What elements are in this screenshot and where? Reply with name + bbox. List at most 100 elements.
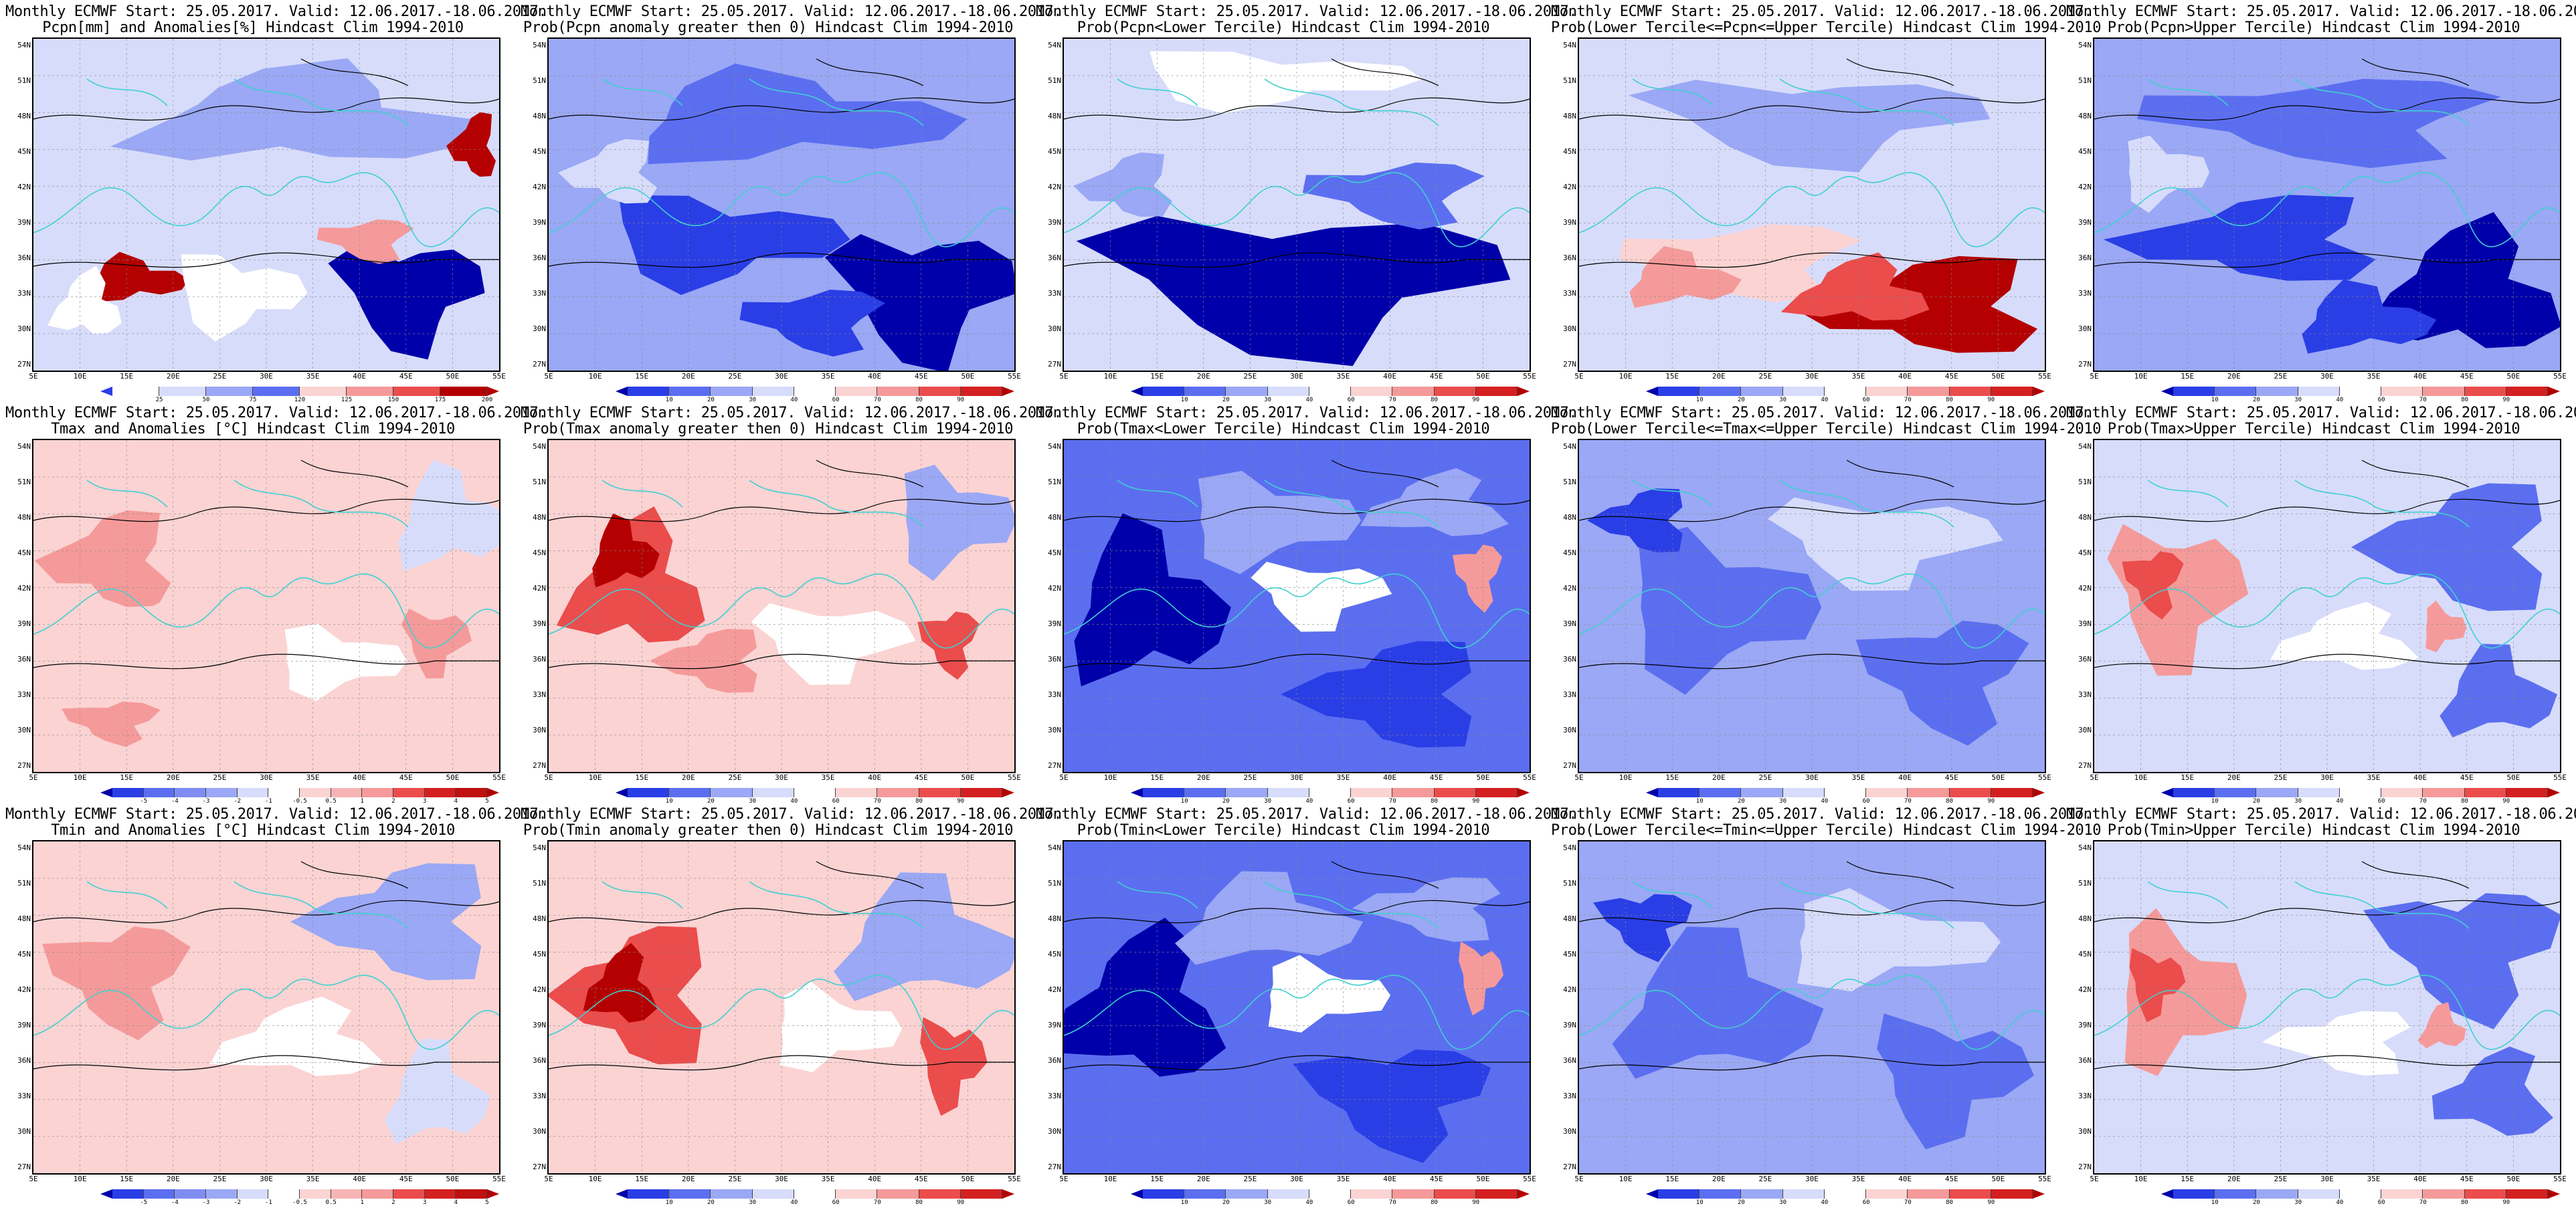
longitude-label: 45E: [914, 372, 928, 381]
colorbar-tick-label: 80: [1431, 397, 1438, 403]
longitude-label: 5E: [544, 372, 553, 381]
latitude-label: 48N: [1048, 112, 1061, 120]
colorbar-tick-label: 50: [202, 397, 210, 403]
longitude-label: 15E: [1665, 1175, 1679, 1183]
colorbar-tick-label: 20: [1738, 1199, 1745, 1206]
anomaly-region: [824, 234, 1014, 371]
longitude-label: 35E: [1851, 372, 1865, 381]
colorbar-segment: [206, 788, 238, 797]
longitude-label: 45E: [914, 773, 928, 782]
longitude-label: 10E: [588, 773, 602, 782]
longitude-label: 15E: [635, 773, 649, 782]
colorbar-segment: [1184, 387, 1226, 396]
latitude-label: 42N: [1048, 584, 1061, 593]
anomaly-region: [47, 266, 122, 334]
anomaly-region: [1198, 470, 1362, 575]
contour-line: [33, 861, 499, 1071]
colorbar-segment: [237, 1189, 269, 1199]
colorbar-segment: [2339, 788, 2382, 797]
anomaly-region: [1302, 163, 1485, 229]
longitude-label: 55E: [492, 372, 506, 381]
forecast-map: [1578, 37, 2046, 372]
colorbar-tick-label: 80: [2461, 397, 2468, 403]
panel-title-line1: Monthly ECMWF Start: 25.05.2017. Valid: …: [1551, 405, 2093, 421]
colorbar-segment: [2506, 1189, 2548, 1199]
latitude-label: 54N: [1048, 41, 1061, 49]
latitude-label: 48N: [1048, 513, 1061, 522]
longitude-label: 40E: [868, 372, 882, 381]
latitude-label: 45N: [17, 548, 31, 557]
latitude-label: 39N: [1563, 218, 1576, 227]
colorbar-segment: [456, 788, 488, 797]
colorbar-tick-label: 80: [2461, 798, 2468, 805]
colorbar-tick-label: 60: [1862, 397, 1870, 403]
latitude-label: 33N: [533, 289, 546, 298]
colorbar-min-arrow: [1131, 1189, 1143, 1199]
contour-line: [2094, 861, 2560, 1071]
longitude-label: 25E: [1758, 1175, 1772, 1183]
anomaly-region: [290, 863, 482, 981]
colorbar-segment: [2256, 1189, 2298, 1199]
latitude-label: 39N: [17, 619, 31, 628]
anomaly-region: [592, 513, 660, 588]
colorbar-tick-label: 90: [957, 1199, 965, 1206]
colorbar-tick-label: -5: [140, 1199, 148, 1206]
anomaly-region: [2363, 893, 2560, 1029]
colorbar: 10 20 30 40 60 70 80 90: [2161, 1189, 2560, 1206]
colorbar-segment: [1475, 788, 1517, 797]
colorbar-segment: [1866, 1189, 1908, 1199]
panel-title: Monthly ECMWF Start: 25.05.2017. Valid: …: [521, 807, 1063, 839]
colorbar-segment: [1309, 788, 1352, 797]
longitude-label: 35E: [821, 372, 835, 381]
latitude-label: 45N: [2078, 147, 2092, 156]
latitude-label: 39N: [2078, 619, 2092, 628]
colorbar-segment: [2215, 387, 2257, 396]
longitude-label: 45E: [1429, 773, 1443, 782]
longitude-label: 10E: [1619, 372, 1633, 381]
longitude-label: 15E: [635, 1175, 649, 1183]
colorbar-tick-label: 60: [832, 1199, 840, 1206]
colorbar: -5 -4 -3 -2 -1 -0.5 0.5 1 2 3 4 5: [100, 788, 499, 805]
longitude-label: 50E: [961, 773, 975, 782]
longitude-label: 10E: [1619, 773, 1633, 782]
anomaly-region: [2103, 195, 2376, 281]
latitude-label: 54N: [17, 442, 31, 451]
colorbar-segment: [2298, 387, 2340, 396]
panel-title: Monthly ECMWF Start: 25.05.2017. Valid: …: [1551, 807, 2101, 839]
longitude-label: 45E: [914, 1175, 928, 1183]
colorbar-tick-label: 70: [1388, 1199, 1396, 1206]
longitude-label: 50E: [1991, 1175, 2005, 1183]
panel-title-line2: Prob(Tmax<Lower Tercile) Hindcast Clim 1…: [1077, 421, 1490, 437]
anomaly-region: [398, 460, 499, 571]
colorbar-min-arrow: [616, 788, 628, 797]
panel-title-line2: Prob(Pcpn anomaly greater then 0) Hindca…: [523, 19, 1014, 36]
anomaly-region: [2136, 78, 2501, 169]
colorbar-tick-label: 75: [249, 397, 257, 403]
colorbar-segment: [711, 1189, 753, 1199]
colorbar-min-arrow: [2161, 387, 2173, 396]
latitude-label: 48N: [1048, 914, 1061, 923]
colorbar-tick-label: 10: [665, 1199, 673, 1206]
latitude-label: 42N: [1048, 183, 1061, 191]
colorbar-segment: [2464, 1189, 2506, 1199]
colorbar-min-arrow: [2161, 788, 2173, 797]
longitude-label: 15E: [2181, 773, 2195, 782]
anomaly-region: [1768, 497, 2003, 591]
forecast-panel: Monthly ECMWF Start: 25.05.2017. Valid: …: [1036, 807, 1578, 1206]
colorbar-tick-label: 30: [1779, 1199, 1787, 1206]
colorbar-tick-label: 20: [1222, 1199, 1230, 1206]
latitude-label: 36N: [17, 254, 31, 262]
colorbar-segment: [331, 1189, 363, 1199]
colorbar-segment: [960, 1189, 1002, 1199]
colorbar-segment: [1949, 788, 1991, 797]
colorbar-segment: [1226, 387, 1268, 396]
panel-title-line1: Monthly ECMWF Start: 25.05.2017. Valid: …: [521, 3, 1063, 20]
longitude-label: 55E: [492, 1175, 506, 1183]
contour-line: [549, 460, 1014, 670]
forecast-panel: Monthly ECMWF Start: 25.05.2017. Valid: …: [1551, 807, 2101, 1206]
colorbar-tick-label: 4: [454, 798, 458, 805]
anomaly-region: [2124, 908, 2247, 1076]
colorbar-tick-label: 60: [1862, 1199, 1870, 1206]
longitude-label: 20E: [1712, 773, 1726, 782]
panel-title-line2: Prob(Tmin anomaly greater then 0) Hindca…: [523, 822, 1014, 839]
